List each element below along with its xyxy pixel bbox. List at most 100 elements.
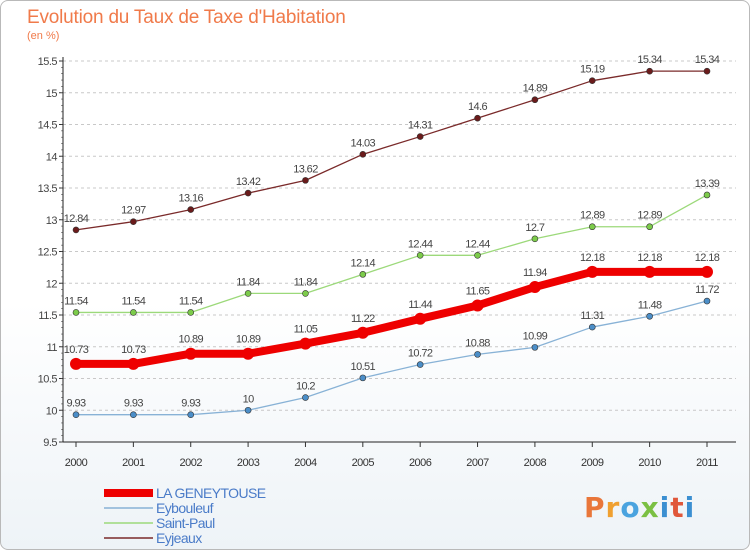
data-label-eybouleuf: 10 bbox=[243, 393, 255, 405]
data-label-saint-paul: 11.54 bbox=[179, 295, 203, 307]
data-point-saint-paul bbox=[646, 223, 653, 231]
data-label-eybouleuf: 11.72 bbox=[695, 284, 719, 296]
data-label-la-geneytouse: 11.94 bbox=[523, 267, 547, 279]
data-label-eybouleuf: 9.93 bbox=[124, 398, 143, 410]
data-label-saint-paul: 11.84 bbox=[294, 276, 318, 288]
data-point-saint-paul bbox=[703, 191, 711, 199]
data-point-eyjeaux bbox=[646, 67, 653, 75]
data-point-la-geneytouse bbox=[184, 347, 197, 360]
data-label-saint-paul: 12.44 bbox=[408, 238, 433, 250]
data-point-la-geneytouse bbox=[414, 312, 427, 325]
data-label-la-geneytouse: 12.18 bbox=[637, 252, 662, 264]
data-point-eyjeaux bbox=[130, 218, 137, 225]
y-tick-label: 15.5 bbox=[38, 56, 58, 68]
data-label-saint-paul: 12.7 bbox=[525, 222, 544, 234]
x-tick-label: 2005 bbox=[352, 457, 375, 469]
data-label-eyjeaux: 14.89 bbox=[523, 83, 548, 95]
data-label-eybouleuf: 10.72 bbox=[408, 348, 433, 360]
y-tick-label: 14 bbox=[46, 151, 58, 163]
x-tick-label: 2008 bbox=[524, 457, 547, 469]
data-point-la-geneytouse bbox=[586, 265, 599, 278]
data-label-la-geneytouse: 10.73 bbox=[121, 344, 146, 356]
data-point-eybouleuf bbox=[416, 361, 424, 368]
data-label-eyjeaux: 15.34 bbox=[695, 54, 720, 66]
y-tick-label: 10.5 bbox=[38, 374, 58, 386]
data-label-saint-paul: 11.54 bbox=[64, 295, 88, 307]
legend-label-eyjeaux: Eyjeaux bbox=[156, 530, 202, 546]
x-tick-label: 2004 bbox=[294, 457, 317, 469]
data-point-eybouleuf bbox=[359, 374, 367, 382]
y-tick-label: 13.5 bbox=[38, 183, 58, 195]
data-label-eyjeaux: 13.62 bbox=[293, 163, 318, 175]
data-point-saint-paul bbox=[359, 271, 367, 278]
data-point-eybouleuf bbox=[588, 323, 596, 331]
data-point-la-geneytouse bbox=[356, 326, 369, 339]
data-label-eybouleuf: 9.93 bbox=[181, 398, 200, 410]
grid-lines bbox=[63, 60, 736, 443]
data-label-saint-paul: 12.89 bbox=[637, 210, 662, 222]
series-line-eybouleuf bbox=[75, 300, 708, 416]
data-point-eyjeaux bbox=[72, 226, 80, 234]
x-tick-label: 2001 bbox=[122, 457, 145, 469]
y-tick-label: 15 bbox=[46, 88, 58, 100]
data-label-eybouleuf: 10.88 bbox=[465, 337, 490, 349]
series-line-eyjeaux bbox=[75, 70, 708, 231]
data-label-eyjeaux: 15.19 bbox=[580, 64, 605, 76]
data-point-saint-paul bbox=[130, 309, 137, 316]
data-label-la-geneytouse: 10.73 bbox=[64, 344, 89, 356]
x-tick-label: 2003 bbox=[237, 457, 260, 469]
legend-label-eybouleuf: Eybouleuf bbox=[156, 500, 214, 516]
data-point-eybouleuf bbox=[474, 351, 481, 358]
data-point-eybouleuf bbox=[244, 406, 252, 414]
data-label-la-geneytouse: 11.65 bbox=[466, 285, 490, 297]
data-label-saint-paul: 12.44 bbox=[465, 238, 490, 250]
data-label-eyjeaux: 12.97 bbox=[121, 205, 146, 217]
data-point-eybouleuf bbox=[187, 411, 195, 418]
data-point-eyjeaux bbox=[187, 206, 195, 213]
x-tick-label: 2000 bbox=[65, 457, 88, 469]
data-point-la-geneytouse bbox=[701, 265, 713, 278]
y-axis: 9.5 10 10.5 11 11.5 12 12.5 13 13.5 14 14.5 15 15.5 bbox=[38, 56, 64, 449]
data-label-eybouleuf: 11.31 bbox=[580, 310, 604, 322]
data-point-eyjeaux bbox=[531, 96, 539, 104]
data-label-eyjeaux: 15.34 bbox=[637, 54, 662, 66]
data-label-la-geneytouse: 11.05 bbox=[294, 324, 318, 336]
series-group: 12.84 12.97 13.16 13.42 13.62 14.03 14.31 14.6 1… bbox=[64, 54, 720, 418]
series-line-la-geneytouse bbox=[72, 267, 711, 368]
y-tick-label: 9.5 bbox=[43, 437, 57, 449]
legend-label-la-geneytouse: LA GENEYTOUSE bbox=[156, 485, 266, 501]
data-point-eybouleuf bbox=[646, 312, 653, 320]
data-label-la-geneytouse: 10.89 bbox=[236, 334, 261, 346]
data-label-saint-paul: 12.14 bbox=[351, 257, 376, 269]
data-point-eybouleuf bbox=[531, 344, 539, 351]
data-label-la-geneytouse: 12.18 bbox=[580, 252, 605, 264]
data-point-eybouleuf bbox=[703, 297, 711, 305]
data-point-saint-paul bbox=[72, 309, 80, 316]
data-point-saint-paul bbox=[187, 309, 195, 316]
data-point-la-geneytouse bbox=[242, 347, 255, 360]
data-point-saint-paul bbox=[302, 290, 309, 297]
data-label-la-geneytouse: 10.89 bbox=[178, 334, 203, 346]
y-tick-label: 12 bbox=[46, 278, 58, 290]
data-point-eyjeaux bbox=[474, 114, 481, 122]
data-point-saint-paul bbox=[244, 290, 252, 297]
data-label-saint-paul: 13.39 bbox=[695, 178, 720, 190]
chart-title: Evolution du Taux de Taxe d'Habitation bbox=[27, 7, 346, 28]
data-point-eyjeaux bbox=[244, 189, 252, 197]
x-tick-label: 2011 bbox=[696, 457, 718, 469]
data-label-eybouleuf: 9.93 bbox=[66, 398, 85, 410]
data-point-saint-paul bbox=[531, 235, 539, 243]
y-tick-label: 14.5 bbox=[38, 120, 58, 132]
data-label-eyjeaux: 13.16 bbox=[178, 193, 203, 205]
data-point-eyjeaux bbox=[703, 67, 711, 75]
data-label-eybouleuf: 10.99 bbox=[523, 330, 548, 342]
data-point-eyjeaux bbox=[416, 133, 424, 140]
data-label-eybouleuf: 10.51 bbox=[351, 361, 376, 373]
y-tick-label: 12.5 bbox=[38, 247, 58, 259]
data-label-eyjeaux: 12.84 bbox=[64, 213, 89, 225]
data-label-saint-paul: 11.84 bbox=[236, 276, 260, 288]
data-point-eyjeaux bbox=[302, 177, 309, 184]
